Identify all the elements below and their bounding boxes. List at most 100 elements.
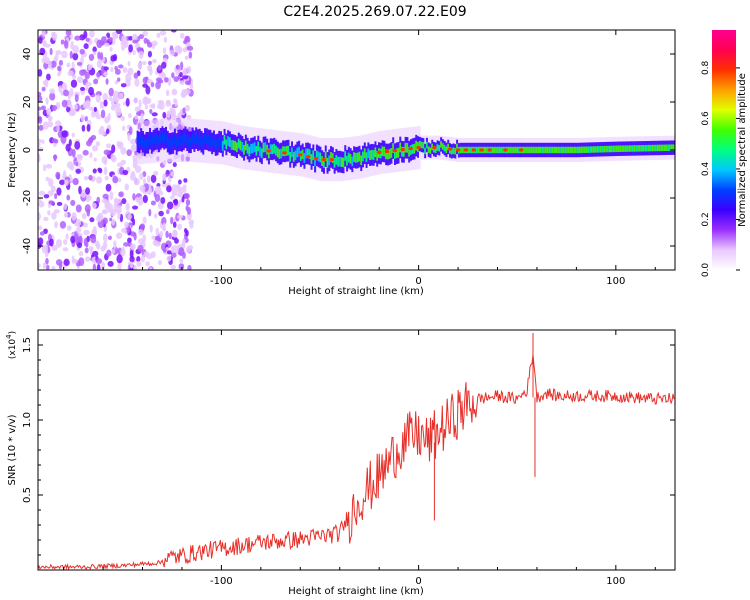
snr-x-tick-label: 100 bbox=[606, 576, 625, 587]
spectrogram-noise-cell bbox=[148, 208, 152, 217]
chart-title: C2E4.2025.269.07.22.E09 bbox=[283, 4, 466, 20]
spectrogram-noise-cell bbox=[134, 106, 141, 113]
spectrogram-core-cell bbox=[360, 155, 363, 166]
spectrogram-noise-cell bbox=[41, 86, 46, 92]
snr-plot-area bbox=[38, 330, 675, 570]
spectrogram-noise-cell bbox=[110, 66, 114, 73]
spectrogram-core-cell bbox=[246, 143, 249, 154]
spectrogram-core-cell bbox=[331, 153, 334, 163]
spectrogram-noise-cell bbox=[138, 50, 144, 59]
spectrogram-core-cell bbox=[401, 146, 404, 157]
spectrogram-noise-cell bbox=[166, 209, 170, 215]
spectrogram-core-cell bbox=[562, 146, 565, 154]
spectrogram-core-cell bbox=[303, 153, 306, 163]
spectrogram-core-cell bbox=[159, 133, 162, 144]
spectrogram-noise-cell bbox=[69, 50, 73, 59]
spectrogram-core-cell bbox=[269, 144, 272, 154]
spectrogram-core-cell bbox=[434, 146, 437, 154]
spectrogram-noise-cell bbox=[61, 83, 66, 90]
spectrogram-core-cell bbox=[354, 152, 357, 163]
spectrogram-noise-cell bbox=[178, 263, 185, 270]
spectrogram-core-cell bbox=[356, 152, 359, 163]
spectrogram-noise-cell bbox=[72, 45, 79, 54]
spectrogram-noise-cell bbox=[158, 79, 164, 84]
spectrogram-noise-cell bbox=[85, 37, 90, 42]
spectrogram-noise-cell bbox=[45, 257, 49, 265]
spectrogram-core-cell bbox=[312, 150, 315, 161]
spectrogram-core-cell bbox=[475, 146, 478, 154]
spectrogram-core-cell bbox=[523, 146, 526, 154]
colorbar-ticks: 0.0 0.2 0.4 0.6 0.8 bbox=[701, 60, 740, 277]
spectrogram-noise-cell bbox=[67, 70, 74, 77]
spectrogram-noise-cell bbox=[102, 241, 108, 250]
spectrogram-noise-cell bbox=[142, 234, 147, 243]
spectrogram-core-cell bbox=[569, 146, 572, 154]
spectrogram-noise-cell bbox=[56, 201, 63, 207]
spectrogram-core-cell bbox=[163, 133, 166, 144]
spectrogram-noise-cell bbox=[157, 100, 164, 105]
spectrogram-noise-cell bbox=[128, 113, 132, 119]
spectrogram-noise-cell bbox=[138, 99, 142, 108]
spectrogram-noise-cell bbox=[169, 49, 176, 56]
spectrogram-core-cell bbox=[143, 140, 146, 151]
spectrogram-noise-cell bbox=[105, 183, 112, 192]
spectrogram-noise-cell bbox=[154, 193, 161, 203]
spectrogram-core-cell bbox=[393, 149, 396, 160]
spectrogram-core-cell bbox=[470, 146, 473, 154]
spectrogram-noise-cell bbox=[157, 260, 163, 266]
spectrogram-core-cell bbox=[152, 135, 155, 146]
spectrogram-noise-cell bbox=[148, 60, 152, 66]
spectrogram-peak-cell bbox=[313, 157, 319, 161]
spectrogram-noise-cell bbox=[128, 35, 134, 41]
spectrogram-noise-cell bbox=[117, 263, 122, 270]
spectrogram-core-cell bbox=[447, 143, 450, 151]
spectrogram-core-cell bbox=[289, 151, 292, 162]
spectrogram-noise-cell bbox=[188, 51, 193, 59]
spectrogram-noise-cell bbox=[97, 51, 101, 60]
spectrogram-core-cell bbox=[422, 142, 425, 149]
spectrogram-noise-cell bbox=[171, 88, 178, 96]
spectrogram-core-cell bbox=[175, 139, 178, 149]
spectrogram-noise-cell bbox=[101, 156, 108, 164]
spectrogram-core-cell bbox=[271, 144, 274, 155]
spectrogram-noise-cell bbox=[161, 216, 167, 226]
spectrogram-noise-cell bbox=[109, 191, 114, 201]
spectrogram-core-cell bbox=[468, 146, 471, 154]
spectrogram-core-cell bbox=[285, 145, 288, 156]
spectrogram-core-cell bbox=[606, 145, 609, 153]
spectrogram-noise-cell bbox=[77, 242, 83, 249]
snr-y-tick-label: 1.0 bbox=[22, 412, 33, 428]
spectrogram-core-cell bbox=[566, 146, 569, 154]
spectrogram-noise-cell bbox=[127, 67, 134, 76]
snr-y-tick-label: 0.5 bbox=[22, 487, 33, 503]
spectrogram-noise-cell bbox=[121, 125, 126, 132]
spectrogram-noise-cell bbox=[92, 46, 97, 53]
spectrogram-core-cell bbox=[626, 145, 629, 152]
snr-frame bbox=[37, 329, 676, 571]
spectrogram-core-cell bbox=[587, 146, 590, 153]
spectrogram-core-cell bbox=[617, 145, 620, 153]
spectrogram-core-cell bbox=[276, 147, 279, 158]
spectrogram-core-cell bbox=[647, 144, 650, 152]
spectrogram-peak-cell bbox=[416, 146, 421, 150]
spectrogram-noise-cell bbox=[95, 114, 102, 120]
spectrogram-noise-cell bbox=[64, 40, 69, 49]
spectrogram-noise-cell bbox=[38, 36, 43, 44]
spectrogram-noise-cell bbox=[148, 266, 153, 270]
spectrogram-noise-cell bbox=[159, 230, 164, 238]
spectrogram-noise-cell bbox=[144, 104, 148, 110]
spectrogram-noise-cell bbox=[72, 177, 79, 186]
spectrogram-y-tick-label: 40 bbox=[22, 48, 33, 61]
spectrogram-noise-cell bbox=[42, 121, 49, 130]
spectrogram-core-cell bbox=[335, 154, 338, 165]
spectrogram-core-cell bbox=[397, 147, 400, 158]
spectrogram-y-axis-label: Frequency (Hz) bbox=[7, 112, 18, 188]
colorbar-tick-label: 0.0 bbox=[701, 263, 711, 278]
spectrogram-noise-cell bbox=[91, 202, 97, 209]
spectrogram-noise-cell bbox=[107, 260, 114, 267]
snr-series-line bbox=[38, 354, 675, 570]
spectrogram-core-cell bbox=[338, 156, 341, 167]
spectrogram-core-cell bbox=[598, 146, 601, 153]
spectrogram-x-tick-label: -100 bbox=[210, 276, 233, 287]
spectrogram-noise-cell bbox=[117, 77, 121, 82]
